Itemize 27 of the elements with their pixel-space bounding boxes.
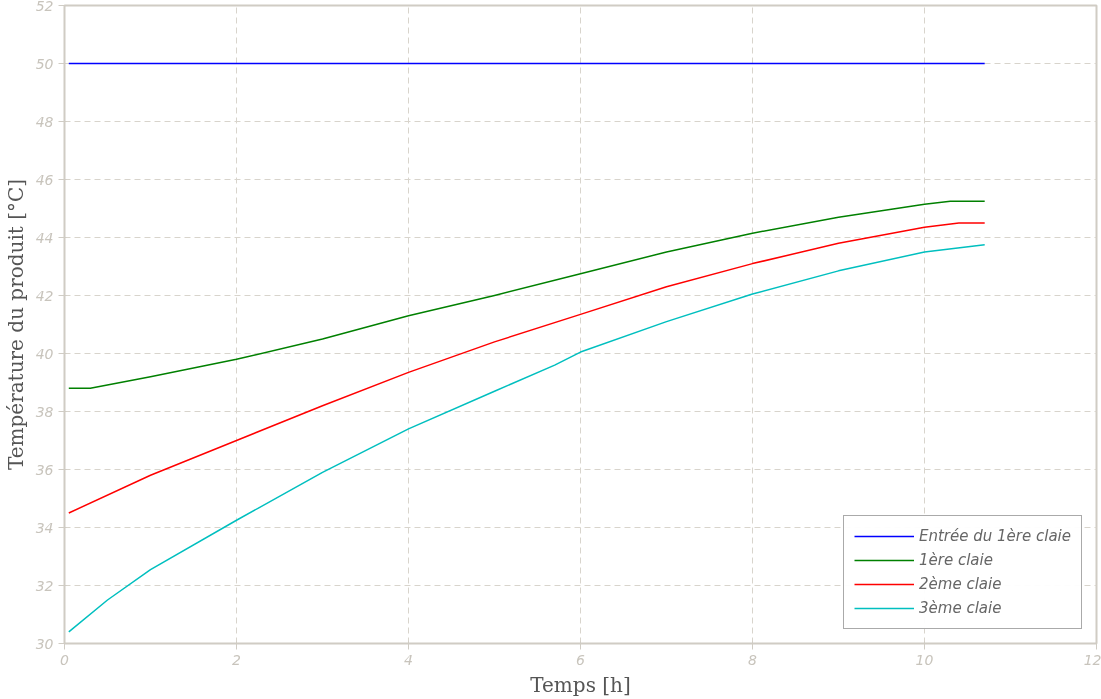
y-tick-label: 40 [35,345,54,362]
line-series [68,222,986,514]
line-series [68,200,986,390]
x-tick-label: 10 [915,651,934,668]
y-tick-label: 36 [35,461,54,478]
y-tick-label: 30 [35,635,54,652]
y-tick-label: 52 [35,0,54,14]
legend-label: 1ère claie [919,551,993,569]
y-axis-title: Température du produit [°C] [3,178,28,471]
y-tick-label: 34 [35,519,54,536]
y-tick-label: 46 [35,171,54,188]
x-tick-label: 2 [232,651,242,668]
x-tick-label: 8 [748,651,758,668]
x-axis-title: Temps [h] [530,672,631,697]
x-tick-label: 4 [404,651,413,668]
legend-label: 2ème claie [919,575,1002,593]
y-tick-label: 32 [35,577,54,594]
x-tick-label: 6 [576,651,586,668]
x-tick-label: 12 [1083,651,1101,668]
y-tick-label: 44 [35,229,54,246]
legend-label: 3ème claie [919,599,1002,617]
y-tick-label: 48 [35,113,54,130]
x-tick-label: 0 [60,651,70,668]
y-tick-label: 42 [35,287,54,304]
y-tick-label: 50 [35,55,54,72]
legend-label: Entrée du 1ère claie [919,527,1071,545]
y-tick-label: 38 [35,403,54,420]
